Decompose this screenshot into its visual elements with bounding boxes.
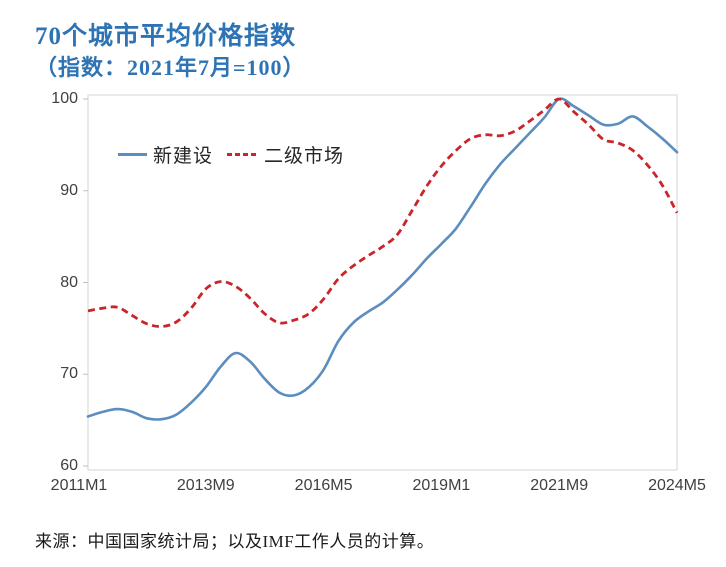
- series-line-secondary-market: [87, 97, 679, 328]
- legend-label-new-construction: 新建设: [153, 146, 214, 167]
- x-axis-label: 2019M1: [412, 477, 471, 494]
- x-axis-label: 2011M1: [50, 477, 108, 494]
- x-axis-label: 2021M9: [530, 477, 589, 494]
- legend-line-secondary-market-icon: [227, 153, 259, 156]
- chart-title: 70个城市平均价格指数: [35, 23, 297, 50]
- legend-line-new-construction-icon: [118, 153, 147, 156]
- legend-label-secondary-market: 二级市场: [264, 146, 345, 167]
- series-line-new-construction: [86, 97, 679, 421]
- legend: 新建设 二级市场: [118, 141, 344, 168]
- x-axis-label: 2024M5: [648, 477, 706, 494]
- y-axis-label: 90: [60, 181, 78, 199]
- source-note: 来源：中国国家统计局；以及IMF工作人员的计算。: [35, 532, 435, 551]
- chart-subtitle: （指数：2021年7月=100）: [35, 55, 306, 80]
- y-axis-label: 70: [60, 365, 78, 383]
- axis-tick-marks: [83, 98, 88, 467]
- x-axis-label: 2013M9: [176, 477, 235, 494]
- x-axis-label: 2016M5: [294, 477, 353, 494]
- y-axis-label: 80: [60, 273, 78, 291]
- y-axis-label: 60: [60, 457, 78, 474]
- y-axis-label: 100: [51, 90, 78, 107]
